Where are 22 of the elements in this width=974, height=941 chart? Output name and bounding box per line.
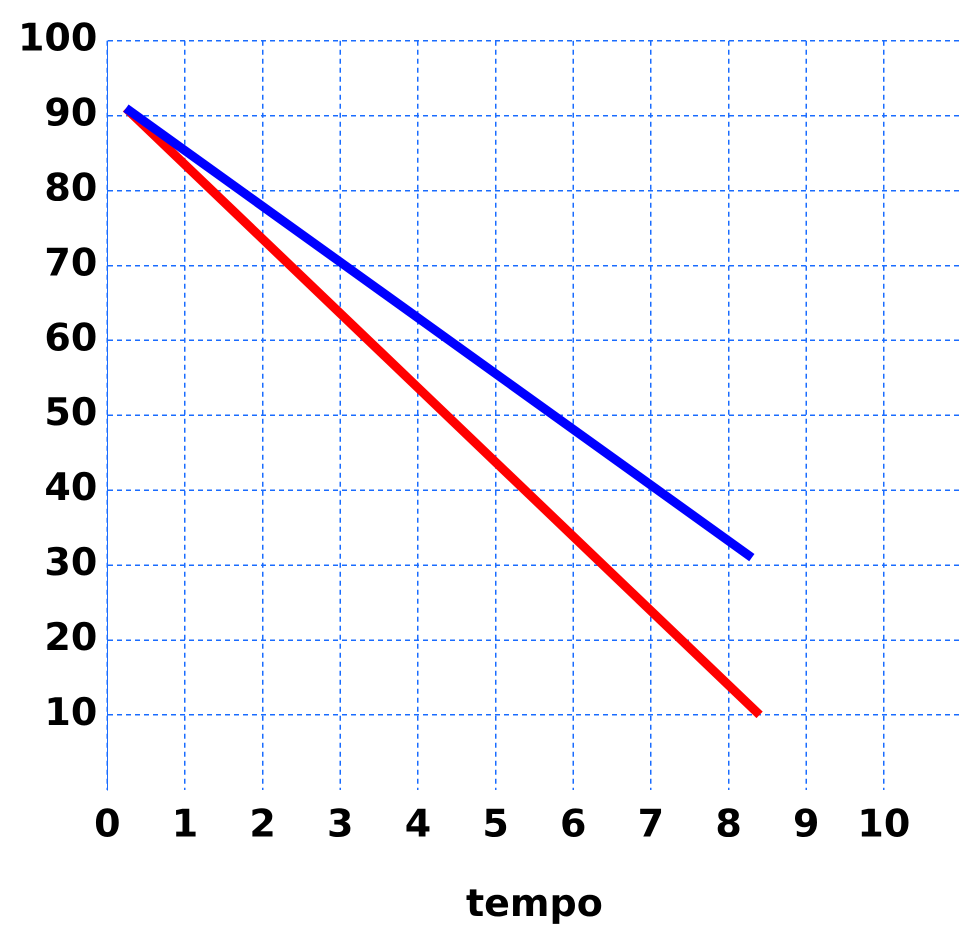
y-tick-label: 60: [44, 315, 98, 360]
x-tick-label: 6: [560, 801, 586, 846]
y-tick-label: 90: [44, 90, 98, 135]
y-tick-label: 70: [44, 240, 98, 284]
x-tick-label: 5: [482, 801, 509, 846]
x-tick-label: 8: [715, 801, 742, 846]
y-tick-label: 30: [44, 540, 98, 584]
x-tick-label: 7: [638, 801, 664, 846]
y-tick-label: 10: [44, 690, 98, 734]
y-tick-label: 40: [44, 465, 98, 510]
x-tick-label: 10: [857, 801, 910, 846]
y-tick-label: 100: [18, 16, 98, 60]
x-tick-label: 9: [792, 801, 820, 846]
x-tick-label: 2: [249, 801, 276, 846]
x-tick-label: 1: [172, 801, 198, 846]
x-tick-label: 0: [94, 801, 121, 846]
x-tick-label: 3: [327, 801, 354, 846]
y-tick-label: 20: [44, 614, 98, 659]
x-axis-title: tempo: [466, 881, 603, 926]
y-tick-label: 80: [44, 165, 98, 210]
y-tick-label: 50: [44, 390, 98, 434]
x-tick-label: 4: [404, 801, 432, 846]
